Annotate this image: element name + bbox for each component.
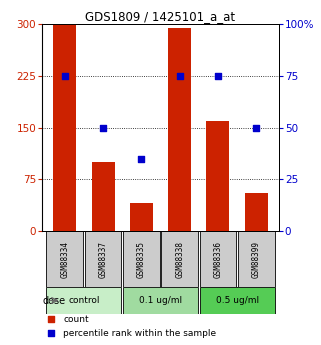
Text: GSM88335: GSM88335 [137,241,146,278]
Bar [245,193,268,231]
Bar [123,287,198,314]
Bar [238,231,275,287]
Text: GSM88338: GSM88338 [175,241,184,278]
Text: count: count [63,315,89,324]
Text: GSM88334: GSM88334 [60,241,69,278]
Text: 0.1 ug/ml: 0.1 ug/ml [139,296,182,305]
Bar [200,287,275,314]
Bar [46,231,83,287]
Text: control: control [68,296,100,305]
Bar [53,24,76,231]
Bar [161,231,198,287]
Text: GSM88336: GSM88336 [213,241,222,278]
Point [49,331,54,336]
Title: GDS1809 / 1425101_a_at: GDS1809 / 1425101_a_at [85,10,236,23]
Bar [206,121,230,231]
Text: 0.5 ug/ml: 0.5 ug/ml [216,296,259,305]
Point [62,73,67,79]
Point [100,125,106,130]
Bar [46,287,121,314]
Text: GSM88337: GSM88337 [99,241,108,278]
Text: percentile rank within the sample: percentile rank within the sample [63,329,216,338]
Point [139,156,144,161]
Text: dose: dose [42,296,65,306]
Point [215,73,221,79]
Bar [85,231,121,287]
Text: GSM88399: GSM88399 [252,241,261,278]
Bar [168,28,191,231]
Bar [91,162,115,231]
Point [177,73,182,79]
Bar [130,203,153,231]
Point [254,125,259,130]
Point [49,316,54,322]
Bar [123,231,160,287]
Bar [200,231,236,287]
